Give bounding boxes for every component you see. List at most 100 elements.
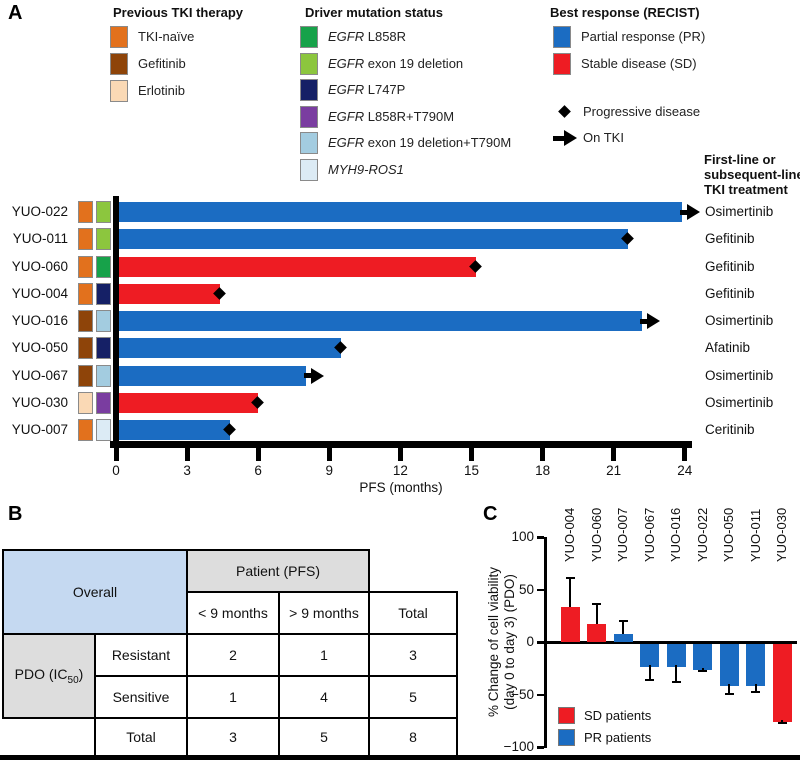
pfs-bar-yuo-030 — [119, 392, 259, 413]
pfs-x-axis-line — [110, 441, 692, 448]
error-bar-cap — [565, 576, 575, 579]
driver-mutation-item-egfr-l858r-t790m: EGFR L858R+T790M — [300, 105, 580, 128]
driver-mutation-item-egfr-exon-19-deletion: EGFR exon 19 deletion — [300, 52, 580, 75]
on-tki-marker-head — [310, 367, 324, 384]
viability-bar-yuo-030 — [772, 644, 792, 722]
treatment-label-yuo-060: Gefitinib — [705, 258, 755, 274]
legend-driver-mutation: Driver mutation status EGFR L858R EGFR ex… — [300, 5, 511, 181]
on-tki-marker — [640, 318, 650, 324]
legend-swatch-pr-patients — [558, 729, 575, 746]
error-bar — [648, 665, 651, 681]
viability-bar-yuo-022 — [693, 644, 712, 671]
previous-tki-item-erlotinib: Erlotinib — [110, 80, 390, 102]
viability-bar-chart: % Change of cell viability (day 0 to day… — [460, 497, 800, 763]
previous-tki-swatch — [110, 53, 128, 75]
error-bar — [595, 603, 598, 625]
viability-y-tick-label: −100 — [503, 739, 534, 754]
x-axis-tick — [611, 448, 617, 461]
pfs-x-axis-title: PFS (months) — [359, 480, 443, 495]
viability-y-tick — [537, 693, 544, 696]
marker-item-progressive-disease: Progressive disease — [553, 103, 800, 121]
table-row-label: Resistant — [94, 633, 188, 677]
viability-x-label-yuo-022: YUO-022 — [694, 507, 710, 562]
table-header-lt9: < 9 months — [186, 591, 280, 635]
previous-tki-label: Gefitinib — [138, 56, 186, 71]
driver-mutation-swatch — [300, 132, 318, 154]
viability-bar-yuo-011 — [746, 644, 765, 686]
table-cell: 5 — [278, 717, 370, 757]
legend-label-pr-patients: PR patients — [584, 730, 652, 745]
treatment-label-yuo-030: Osimertinib — [705, 394, 774, 410]
driver-mutation-label: EGFR L747P — [328, 82, 406, 97]
error-bar-cap — [671, 680, 681, 683]
x-axis-tick-label: 21 — [606, 463, 622, 478]
treatment-label-yuo-004: Gefitinib — [705, 285, 755, 301]
driver-mutation-label: EGFR L858R+T790M — [328, 108, 455, 124]
treatment-label-yuo-067: Osimertinib — [705, 367, 774, 383]
table-row-label: Total — [94, 717, 188, 757]
error-bar — [622, 619, 624, 634]
panel-a-label: A — [8, 2, 23, 24]
driver-mutation-label: EGFR exon 19 deletion+T790M — [328, 135, 512, 150]
figure-bottom-rule — [0, 755, 800, 760]
x-axis-tick-label: 6 — [254, 463, 262, 478]
driver-mutation-item-egfr-l747p: EGFR L747P — [300, 79, 580, 101]
x-axis-tick — [682, 448, 688, 461]
pfs-bar-yuo-050 — [119, 338, 342, 359]
x-axis-tick-label: 15 — [463, 463, 480, 478]
legend-best-response-title: Best response (RECIST) — [550, 5, 700, 20]
treatment-label-yuo-011: Gefitinib — [705, 231, 755, 247]
patient-label-yuo-060: YUO-060 — [11, 258, 68, 274]
x-axis-tick — [397, 448, 403, 461]
best-response-swatch — [553, 26, 571, 48]
panel-c-label: C — [483, 503, 498, 525]
table-cell: 1 — [278, 633, 370, 677]
viability-x-label-yuo-007: YUO-007 — [615, 507, 630, 562]
viability-bar-yuo-016 — [666, 644, 686, 668]
x-axis-tick-label: 3 — [183, 463, 191, 478]
patient-label-yuo-067: YUO-067 — [11, 367, 68, 383]
table-cell: 3 — [368, 633, 458, 677]
viability-x-label-yuo-016: YUO-016 — [668, 507, 683, 562]
x-axis-tick — [255, 448, 261, 461]
previous-tki-item-gefitinib: Gefitinib — [110, 53, 390, 75]
pfs-bar-yuo-007 — [119, 420, 230, 440]
previous-tki-swatch-yuo-067 — [78, 364, 93, 387]
error-bar-cap — [777, 721, 787, 724]
previous-tki-swatch — [110, 26, 128, 48]
driver-mutation-item-egfr-l858r: EGFR L858R — [300, 26, 580, 48]
previous-tki-swatch-yuo-050 — [78, 337, 93, 360]
table-cell: 5 — [368, 675, 458, 719]
previous-tki-label: TKI-naïve — [138, 29, 195, 44]
table-cell: 3 — [186, 717, 280, 757]
table-ghost-cell — [369, 550, 457, 592]
error-bar — [569, 576, 571, 608]
driver-mutation-swatch — [300, 79, 318, 101]
patient-label-yuo-007: YUO-007 — [11, 422, 68, 437]
previous-tki-label: Erlotinib — [138, 83, 185, 98]
table-row-label: Sensitive — [94, 675, 188, 719]
x-axis-tick-label: 12 — [392, 463, 408, 478]
error-bar-cap — [724, 692, 734, 695]
previous-tki-item-tki-na-ve: TKI-naïve — [110, 26, 390, 48]
x-axis-tick — [184, 448, 190, 461]
table-cell: 2 — [186, 633, 280, 677]
driver-mutation-label: EGFR exon 19 deletion — [328, 55, 464, 71]
previous-tki-swatch-yuo-030 — [78, 391, 93, 414]
table-cell: 4 — [278, 675, 370, 719]
viability-zero-baseline — [544, 640, 797, 644]
on-tki-arrow-icon-head — [564, 130, 577, 146]
patient-label-yuo-050: YUO-050 — [11, 340, 68, 356]
on-tki-marker — [303, 373, 313, 378]
mutation-swatch-yuo-007 — [96, 419, 111, 441]
on-tki-marker-head — [687, 204, 701, 220]
driver-mutation-swatch — [300, 158, 318, 181]
on-tki-arrow-icon — [553, 135, 566, 141]
viability-bar-yuo-007 — [613, 633, 633, 642]
viability-bar-yuo-067 — [640, 644, 659, 668]
patient-label-yuo-004: YUO-004 — [11, 285, 68, 301]
viability-x-label-yuo-067: YUO-067 — [641, 507, 657, 562]
x-axis-tick-label: 18 — [535, 463, 551, 478]
viability-y-tick — [537, 641, 544, 644]
